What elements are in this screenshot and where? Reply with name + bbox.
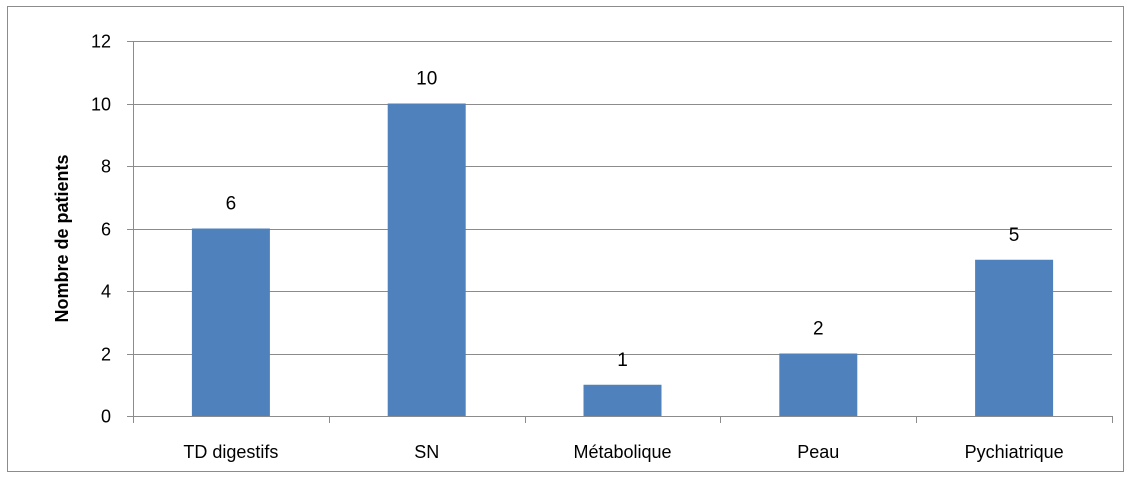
y-tick-label: 10 (91, 95, 111, 115)
data-label: 2 (813, 319, 824, 340)
data-label: 5 (1009, 225, 1020, 246)
y-tick-labels: 0 2 4 6 8 10 12 (91, 32, 111, 427)
x-tick-label: SN (414, 442, 439, 462)
x-tick-labels: TD digestifs SN Métabolique Peau Pychiatriqu… (183, 442, 1063, 462)
y-tick-label: 8 (101, 157, 111, 177)
x-tick-label: Peau (797, 442, 839, 462)
gridlines (127, 41, 1113, 423)
data-label: 6 (226, 194, 237, 215)
y-tick-label: 6 (101, 220, 111, 240)
data-labels: 6 10 1 2 5 (226, 69, 1020, 371)
bar (191, 228, 270, 416)
x-tick-label: TD digestifs (183, 442, 278, 462)
x-tick-label: Pychiatrique (965, 442, 1064, 462)
axes (133, 41, 1112, 417)
data-label: 1 (617, 350, 628, 371)
x-tick-label: Métabolique (573, 442, 671, 462)
y-tick-label: 2 (101, 345, 111, 365)
y-axis-title: Nombre de patients (52, 154, 72, 322)
y-tick-label: 0 (101, 407, 111, 427)
bar (975, 259, 1054, 416)
bar (779, 353, 858, 416)
data-label: 10 (416, 69, 437, 90)
y-tick-label: 12 (91, 32, 111, 52)
bars (191, 103, 1054, 416)
bar (583, 384, 662, 416)
y-tick-label: 4 (101, 282, 111, 302)
bar (387, 103, 466, 416)
